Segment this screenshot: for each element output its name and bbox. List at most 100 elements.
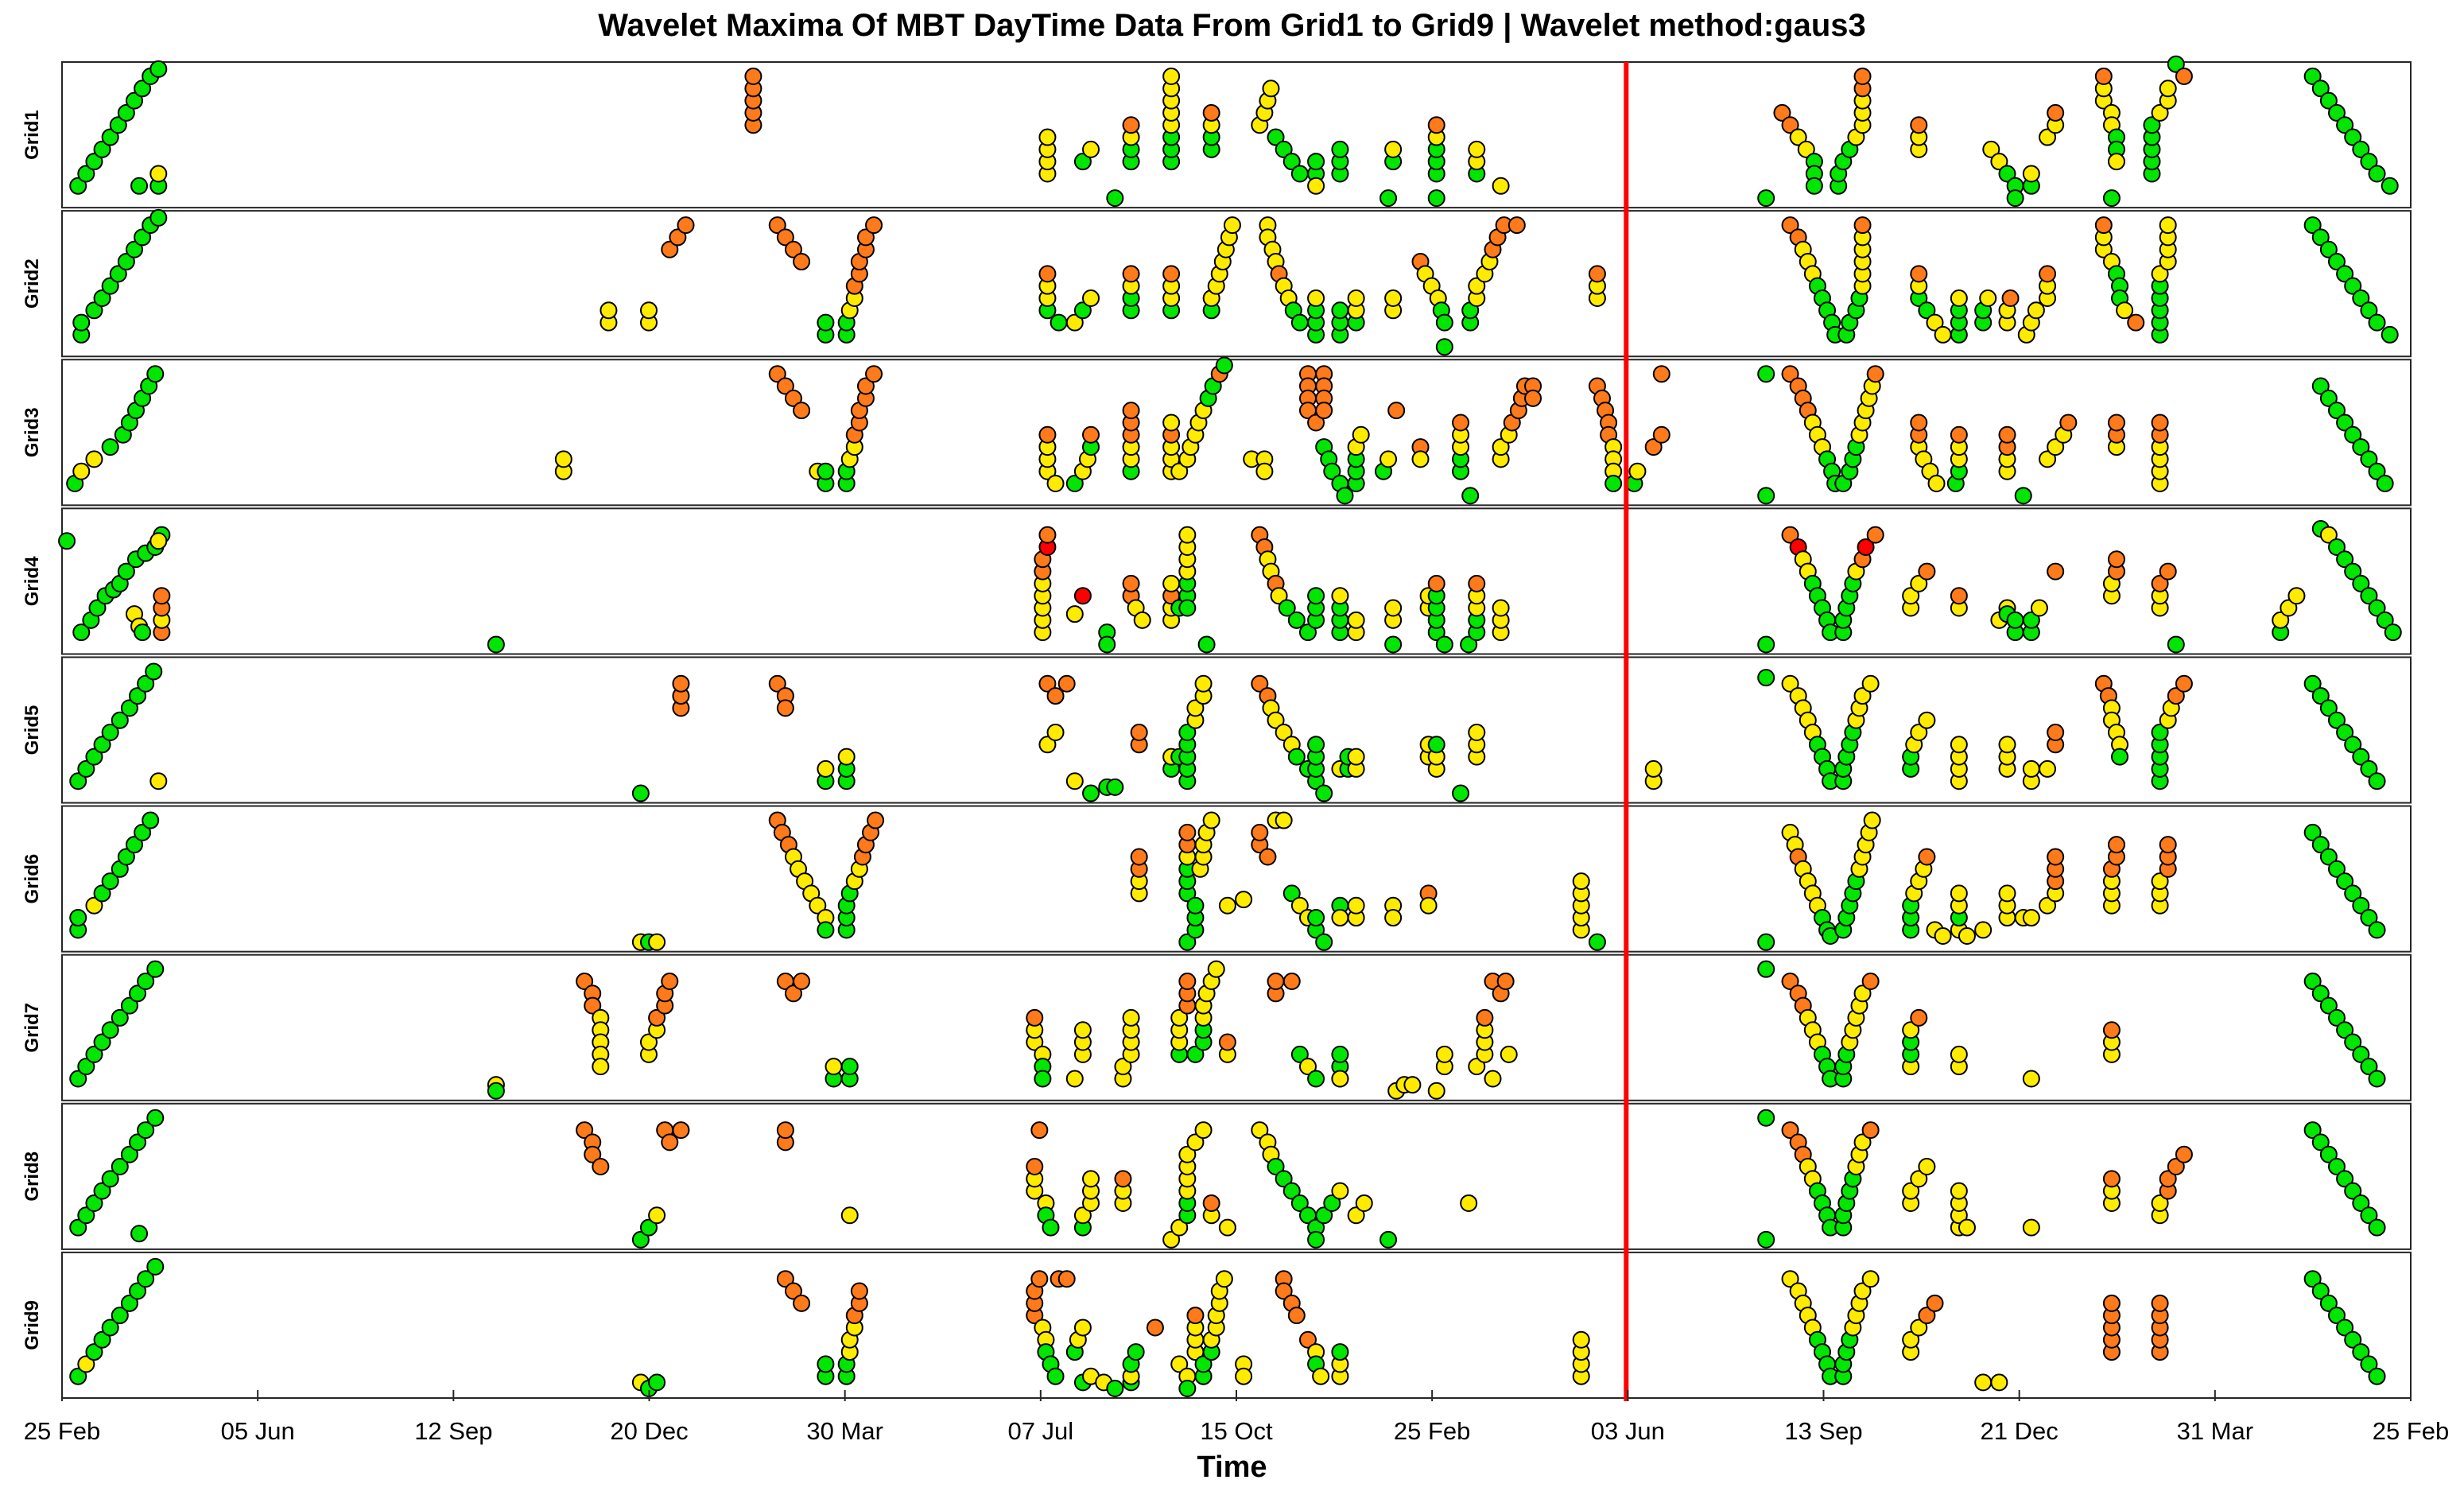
scatter-point	[1122, 574, 1140, 592]
scatter-point	[2352, 438, 2370, 456]
scatter-point	[2022, 759, 2040, 778]
scatter-point	[72, 623, 91, 642]
scatter-point	[784, 240, 802, 258]
scatter-point	[1267, 711, 1285, 729]
scatter-point	[1781, 216, 1799, 235]
scatter-point	[1757, 933, 1775, 951]
x-tick-label: 15 Oct	[1200, 1417, 1273, 1445]
scatter-point	[1275, 140, 1293, 158]
scatter-point	[1452, 414, 1470, 432]
scatter-point	[867, 811, 885, 829]
scatter-point	[2272, 611, 2290, 629]
scatter-point	[2303, 674, 2322, 693]
scatter-point	[1050, 313, 1068, 332]
scatter-point	[2368, 1367, 2386, 1385]
scatter-point	[109, 116, 127, 134]
scatter-point	[2143, 116, 2161, 134]
scatter-point	[137, 1270, 155, 1288]
scatter-point	[1186, 896, 1205, 915]
scatter-point	[85, 1194, 103, 1212]
scatter-point	[584, 996, 602, 1015]
scatter-point	[2287, 587, 2306, 605]
scatter-point	[2151, 1194, 2169, 1212]
scatter-point	[1178, 599, 1197, 617]
scatter-point	[1162, 574, 1181, 592]
scatter-point	[1336, 487, 1354, 505]
scatter-point	[1781, 365, 1799, 383]
scatter-point	[1082, 1170, 1100, 1188]
scatter-point	[768, 365, 786, 383]
scatter-point	[2319, 699, 2338, 717]
scatter-point	[1427, 116, 1445, 134]
scatter-point	[639, 1218, 658, 1237]
scatter-point	[2151, 574, 2169, 592]
scatter-point	[1866, 526, 1884, 544]
scatter-point	[2116, 301, 2134, 320]
scatter-point	[1998, 425, 2016, 444]
scatter-point	[1287, 611, 1306, 629]
scatter-point	[776, 1121, 794, 1140]
scatter-point	[1427, 189, 1445, 208]
scatter-point	[1384, 140, 1403, 158]
scatter-point	[584, 1145, 602, 1163]
scatter-point	[2327, 1158, 2346, 1176]
scatter-point	[1202, 103, 1220, 122]
scatter-point	[1106, 778, 1124, 796]
scatter-point	[1427, 1082, 1445, 1100]
scatter-point	[2151, 265, 2169, 283]
scatter-point	[111, 1307, 129, 1325]
scatter-point	[1427, 574, 1445, 592]
scatter-point	[648, 1206, 666, 1225]
scatter-point	[1186, 1045, 1205, 1063]
scatter-point	[2039, 450, 2057, 468]
scatter-point	[1307, 736, 1325, 754]
scatter-point	[817, 759, 835, 778]
scatter-point	[1950, 425, 1968, 444]
scatter-point	[1130, 724, 1148, 741]
scatter-point	[93, 289, 111, 307]
scatter-point	[2336, 1170, 2354, 1188]
scatter-point	[1034, 1070, 1052, 1088]
scatter-point	[1275, 724, 1293, 741]
scatter-point	[2368, 921, 2386, 939]
scatter-point	[1347, 748, 1365, 766]
scatter-point	[2336, 265, 2354, 283]
scatter-point	[1918, 1307, 1936, 1325]
scatter-point	[856, 228, 875, 247]
panel-frame	[61, 507, 2412, 655]
scatter-point	[1315, 1206, 1333, 1225]
scatter-point	[2175, 1145, 2193, 1163]
scatter-point	[129, 1133, 147, 1152]
scatter-point	[2336, 1021, 2354, 1039]
scatter-point	[2039, 128, 2057, 146]
scatter-point	[1781, 972, 1799, 990]
scatter-point	[1979, 289, 1997, 307]
scatter-point	[85, 1045, 103, 1063]
scatter-point	[2336, 414, 2354, 432]
scatter-point	[2001, 289, 2020, 307]
scatter-point	[1065, 475, 1084, 493]
scatter-point	[134, 228, 152, 247]
scatter-point	[1934, 325, 1952, 344]
panel-frame	[61, 359, 2412, 507]
scatter-point	[1046, 1367, 1065, 1385]
scatter-point	[1207, 960, 1225, 978]
scatter-point	[120, 699, 138, 717]
scatter-point	[1588, 265, 1606, 283]
scatter-point	[1910, 414, 1928, 432]
scatter-point	[149, 772, 168, 790]
scatter-point	[2344, 425, 2362, 444]
scatter-point	[1251, 1121, 1269, 1140]
scatter-point	[2107, 153, 2125, 171]
scatter-point	[661, 240, 679, 258]
scatter-point	[1902, 1330, 1920, 1349]
scatter-point	[146, 365, 165, 383]
scatter-point	[1275, 811, 1293, 829]
scatter-point	[1178, 526, 1197, 544]
scatter-point	[1918, 711, 1936, 729]
scatter-point	[1114, 1058, 1132, 1076]
scatter-point	[137, 1121, 155, 1140]
scatter-point	[1652, 365, 1670, 383]
scatter-point	[2014, 487, 2032, 505]
scatter-point	[784, 1282, 802, 1300]
